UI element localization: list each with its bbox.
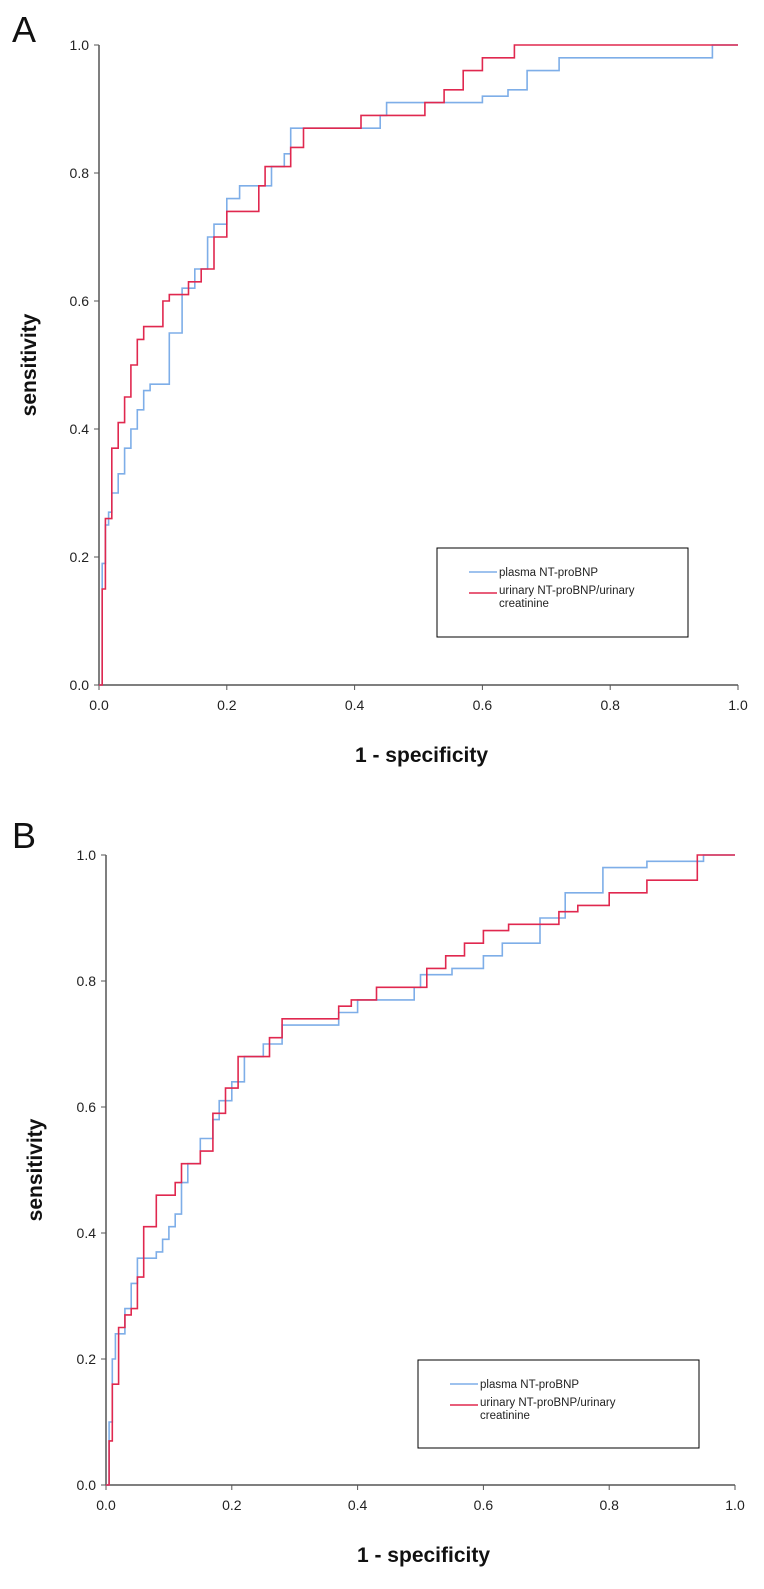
y-tick-label: 0.2 <box>77 1351 97 1367</box>
legend-label-urinary-line1: urinary NT-proBNP/urinary <box>480 1397 616 1409</box>
x-tick-label: 0.8 <box>599 1497 619 1513</box>
x-tick-label: 0.2 <box>217 697 237 713</box>
x-tick-label: 1.0 <box>728 697 748 713</box>
roc-panel-b: B 0.0 0.2 0.4 0.6 0.8 1.0 0.0 0.2 0.4 0.6 0.8 1.0 1 -… <box>12 815 745 1567</box>
legend-label-urinary-line1: urinary NT-proBNP/urinary <box>499 585 635 597</box>
y-tick-label: 0.0 <box>70 677 90 693</box>
y-tick-label: 0.6 <box>70 293 90 309</box>
legend: plasma NT-proBNP urinary NT-proBNP/urinar… <box>436 547 689 638</box>
series-line-urinary <box>106 854 735 1486</box>
panel-letter: B <box>12 815 36 856</box>
x-tick-label: 0.6 <box>474 1497 494 1513</box>
x-tick-label: 0.4 <box>345 697 365 713</box>
legend-label-plasma: plasma NT-proBNP <box>499 567 598 579</box>
x-tick-label: 0.8 <box>600 697 620 713</box>
x-tick-label: 0.4 <box>348 1497 368 1513</box>
y-tick-label: 1.0 <box>70 37 90 53</box>
x-tick-label: 0.6 <box>473 697 493 713</box>
x-tick-label: 0.0 <box>96 1497 116 1513</box>
panel-letter: A <box>12 9 36 50</box>
legend-label-urinary: urinary NT-proBNP/urinary creatinine <box>499 585 635 610</box>
y-tick-label: 0.8 <box>70 165 90 181</box>
x-tick-label: 1.0 <box>725 1497 745 1513</box>
y-axis-title: sensitivity <box>24 1118 47 1221</box>
x-tick-label: 0.0 <box>89 697 109 713</box>
legend-label-urinary: urinary NT-proBNP/urinary creatinine <box>480 1397 616 1422</box>
y-tick-label: 0.4 <box>77 1225 97 1241</box>
y-tick-label: 0.4 <box>70 421 90 437</box>
x-axis-title: 1 - specificity <box>355 744 488 767</box>
series-line-urinary <box>99 44 738 686</box>
legend: plasma NT-proBNP urinary NT-proBNP/urinar… <box>417 1359 700 1449</box>
y-tick-label: 0.0 <box>77 1477 97 1493</box>
y-tick-label: 0.8 <box>77 973 97 989</box>
y-tick-label: 1.0 <box>77 847 97 863</box>
x-axis-title: 1 - specificity <box>357 1544 490 1567</box>
x-tick-label: 0.2 <box>222 1497 242 1513</box>
roc-panel-a: A 0.0 0.2 0.4 0.6 0.8 1.0 0.0 0.2 0.4 0.6 0.8 1.0 1 -… <box>12 9 748 767</box>
legend-label-urinary-line2: creatinine <box>480 1410 530 1422</box>
legend-label-plasma: plasma NT-proBNP <box>480 1379 579 1391</box>
y-tick-label: 0.6 <box>77 1099 97 1115</box>
series-line-plasma <box>106 854 735 1486</box>
series-line-plasma <box>99 44 738 686</box>
legend-label-urinary-line2: creatinine <box>499 598 549 610</box>
y-tick-label: 0.2 <box>70 549 90 565</box>
legend-box <box>417 1359 700 1449</box>
y-axis-title: sensitivity <box>18 313 41 416</box>
